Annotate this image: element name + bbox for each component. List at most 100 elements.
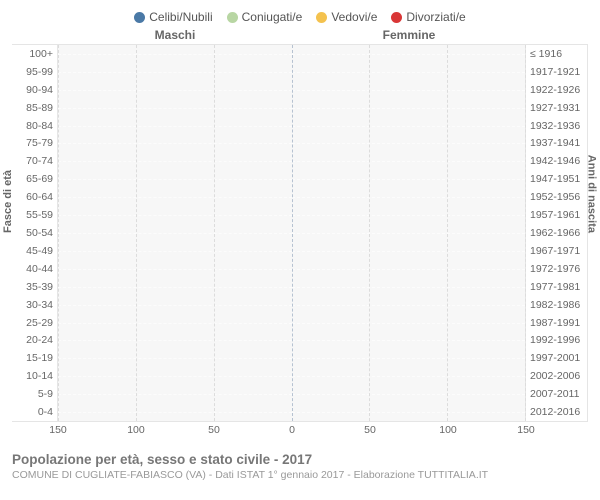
bar-row [292, 260, 526, 278]
bar-row [58, 99, 292, 117]
legend-swatch [391, 12, 402, 23]
bar-row [58, 170, 292, 188]
age-label: 60-64 [12, 188, 57, 206]
bar-row [292, 403, 526, 421]
x-tick-label: 100 [439, 424, 457, 436]
bar-row [58, 152, 292, 170]
x-tick-label: 150 [49, 424, 67, 436]
age-label: 65-69 [12, 170, 57, 188]
age-label: 35-39 [12, 278, 57, 296]
bar-row [292, 349, 526, 367]
header-male: Maschi [58, 28, 292, 42]
bar-row [292, 332, 526, 350]
legend-item: Celibi/Nubili [134, 10, 212, 24]
birth-year-label: 1972-1976 [526, 260, 587, 278]
bar-row [292, 170, 526, 188]
birth-year-label: 1927-1931 [526, 99, 587, 117]
gridline [58, 45, 59, 421]
birth-year-label: 1962-1966 [526, 224, 587, 242]
bar-row [58, 63, 292, 81]
bar-row [292, 224, 526, 242]
gridline [136, 45, 137, 421]
bar-row [58, 45, 292, 63]
y-axis-label-right: Anni di nascita [585, 155, 597, 233]
legend: Celibi/Nubili Coniugati/e Vedovi/e Divorzia… [12, 10, 588, 24]
age-label: 90-94 [12, 81, 57, 99]
bar-row [58, 117, 292, 135]
y-axis-age: 100+95-9990-9485-8980-8475-7970-7465-696… [12, 45, 58, 421]
birth-year-label: 1987-1991 [526, 314, 587, 332]
legend-item: Coniugati/e [227, 10, 303, 24]
bar-row [292, 296, 526, 314]
header-female: Femmine [292, 28, 526, 42]
birth-year-label: 1992-1996 [526, 332, 587, 350]
bar-row [58, 81, 292, 99]
birth-year-label: 1957-1961 [526, 206, 587, 224]
gridline [447, 45, 448, 421]
birth-year-label: 1922-1926 [526, 81, 587, 99]
bar-row [58, 278, 292, 296]
age-label: 50-54 [12, 224, 57, 242]
bar-row [58, 314, 292, 332]
age-label: 0-4 [12, 403, 57, 421]
bar-row [292, 117, 526, 135]
chart-footer: Popolazione per età, sesso e stato civil… [12, 452, 588, 481]
age-label: 70-74 [12, 152, 57, 170]
bar-row [292, 45, 526, 63]
bar-row [58, 349, 292, 367]
gridline [525, 45, 526, 421]
bar-row [292, 188, 526, 206]
legend-label: Coniugati/e [242, 10, 303, 24]
bar-row [58, 206, 292, 224]
bar-row [292, 367, 526, 385]
bar-row [58, 188, 292, 206]
age-label: 80-84 [12, 117, 57, 135]
y-axis-birth: ≤ 19161917-19211922-19261927-19311932-19… [525, 45, 587, 421]
bar-row [292, 81, 526, 99]
bar-row [58, 224, 292, 242]
bar-row [58, 332, 292, 350]
chart-subtitle: COMUNE DI CUGLIATE-FABIASCO (VA) - Dati … [12, 469, 588, 481]
male-half [58, 45, 292, 421]
female-half [292, 45, 526, 421]
birth-year-label: 1997-2001 [526, 349, 587, 367]
bar-row [292, 385, 526, 403]
birth-year-label: 1952-1956 [526, 188, 587, 206]
birth-year-label: ≤ 1916 [526, 45, 587, 63]
bar-row [58, 260, 292, 278]
bar-row [58, 385, 292, 403]
bar-row [292, 314, 526, 332]
birth-year-label: 1917-1921 [526, 63, 587, 81]
age-label: 10-14 [12, 367, 57, 385]
chart-title: Popolazione per età, sesso e stato civil… [12, 452, 588, 467]
age-label: 30-34 [12, 296, 57, 314]
age-label: 15-19 [12, 349, 57, 367]
legend-label: Vedovi/e [331, 10, 377, 24]
birth-year-label: 1942-1946 [526, 152, 587, 170]
legend-swatch [134, 12, 145, 23]
age-label: 45-49 [12, 242, 57, 260]
birth-year-label: 1982-1986 [526, 296, 587, 314]
bar-row [292, 99, 526, 117]
x-tick-label: 50 [364, 424, 376, 436]
birth-year-label: 2012-2016 [526, 403, 587, 421]
legend-item: Divorziati/e [391, 10, 465, 24]
population-pyramid-chart: Celibi/Nubili Coniugati/e Vedovi/e Divorzia… [0, 0, 600, 500]
bar-row [292, 135, 526, 153]
x-tick-label: 0 [289, 424, 295, 436]
age-label: 20-24 [12, 332, 57, 350]
bar-row [58, 242, 292, 260]
x-tick-label: 100 [127, 424, 145, 436]
age-label: 85-89 [12, 99, 57, 117]
center-axis-line [292, 45, 293, 421]
age-label: 5-9 [12, 385, 57, 403]
age-label: 40-44 [12, 260, 57, 278]
age-label: 25-29 [12, 314, 57, 332]
gender-headers: Maschi Femmine [12, 28, 588, 42]
x-tick-label: 150 [517, 424, 535, 436]
bar-row [292, 152, 526, 170]
x-axis: 150 100 50 0 50 100 150 [12, 424, 588, 438]
legend-swatch [227, 12, 238, 23]
bar-row [58, 296, 292, 314]
x-tick-label: 50 [208, 424, 220, 436]
